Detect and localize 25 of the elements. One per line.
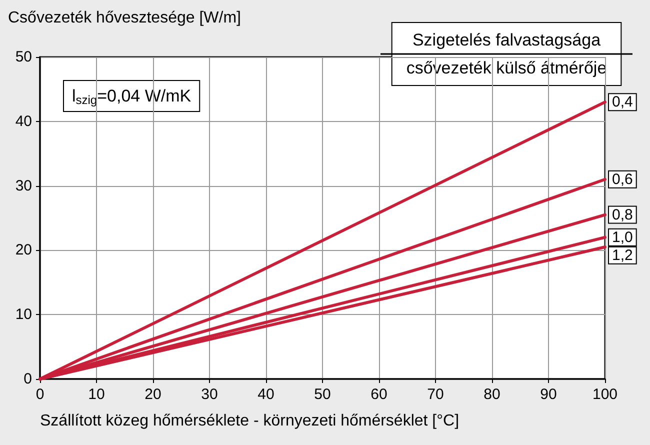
- x-tick-label: 70: [427, 386, 444, 403]
- x-tick-label: 80: [484, 386, 500, 403]
- x-tick-label: 60: [370, 386, 388, 403]
- y-axis-title: Csővezeték hővesztesége [W/m]: [8, 10, 241, 26]
- x-tick-label: 10: [88, 386, 105, 403]
- y-tick-label: 40: [15, 112, 32, 130]
- series-label: 0,8: [612, 206, 633, 224]
- x-axis-title: Szállított közeg hőmérséklete - környezeti hőmérséklet [°C]: [40, 412, 460, 430]
- x-tick-label: 100: [592, 386, 618, 403]
- series-label: 0,6: [612, 170, 633, 188]
- x-tick-label: 0: [36, 386, 44, 403]
- series-label: 1,2: [612, 246, 633, 264]
- x-tick-label: 40: [258, 386, 274, 403]
- x-tick-label: 20: [144, 386, 162, 403]
- x-tick-label: 90: [540, 386, 557, 403]
- y-tick-label: 50: [15, 48, 32, 66]
- x-tick-label: 30: [201, 386, 218, 403]
- y-tick-label: 30: [15, 177, 32, 194]
- y-tick-label: 0: [24, 370, 32, 388]
- y-tick-label: 20: [15, 242, 32, 259]
- series-label: 0,4: [612, 94, 633, 111]
- series-label: 1,0: [612, 228, 633, 246]
- y-tick-label: 10: [15, 306, 32, 324]
- legend-title: Szigetelés falvastagsága csővezeték külső átmérője: [406, 30, 607, 78]
- x-tick-label: 50: [314, 386, 331, 403]
